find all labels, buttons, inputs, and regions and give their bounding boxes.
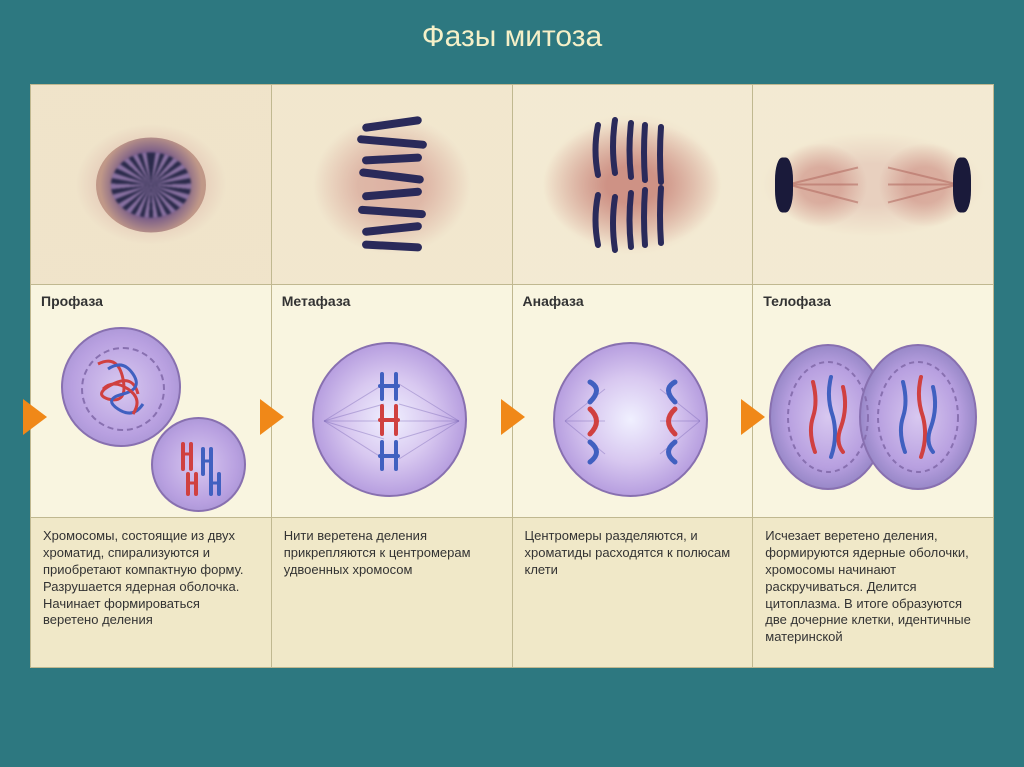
anaphase-micrograph [513,85,753,285]
phases-grid: Профаза [30,84,994,668]
arrow-icon [260,399,284,435]
telophase-diagram [753,317,993,517]
anaphase-diagram [513,317,753,517]
page-title: Фазы митоза [0,0,1024,84]
telophase-description: Исчезает веретено деления, формируются я… [753,517,993,667]
metaphase-label: Метафаза [272,285,512,317]
phase-anaphase: Анафаза Центром [513,85,754,667]
telophase-micrograph [753,85,993,285]
phase-metaphase: Метафаза [272,85,513,667]
arrow-icon [501,399,525,435]
prophase-label: Профаза [31,285,271,317]
prophase-description: Хромосомы, состоящие из двух хроматид, с… [31,517,271,667]
prophase-diagram [31,317,271,517]
metaphase-description: Нити веретена деления прикрепляются к це… [272,517,512,667]
arrow-icon [741,399,765,435]
telophase-label: Телофаза [753,285,993,317]
prophase-micrograph [31,85,271,285]
anaphase-label: Анафаза [513,285,753,317]
metaphase-micrograph [272,85,512,285]
anaphase-description: Центромеры разделяются, и хроматиды расх… [513,517,753,667]
arrow-icon [23,399,47,435]
metaphase-diagram [272,317,512,517]
phase-prophase: Профаза [31,85,272,667]
phase-telophase: Телофаза [753,85,993,667]
